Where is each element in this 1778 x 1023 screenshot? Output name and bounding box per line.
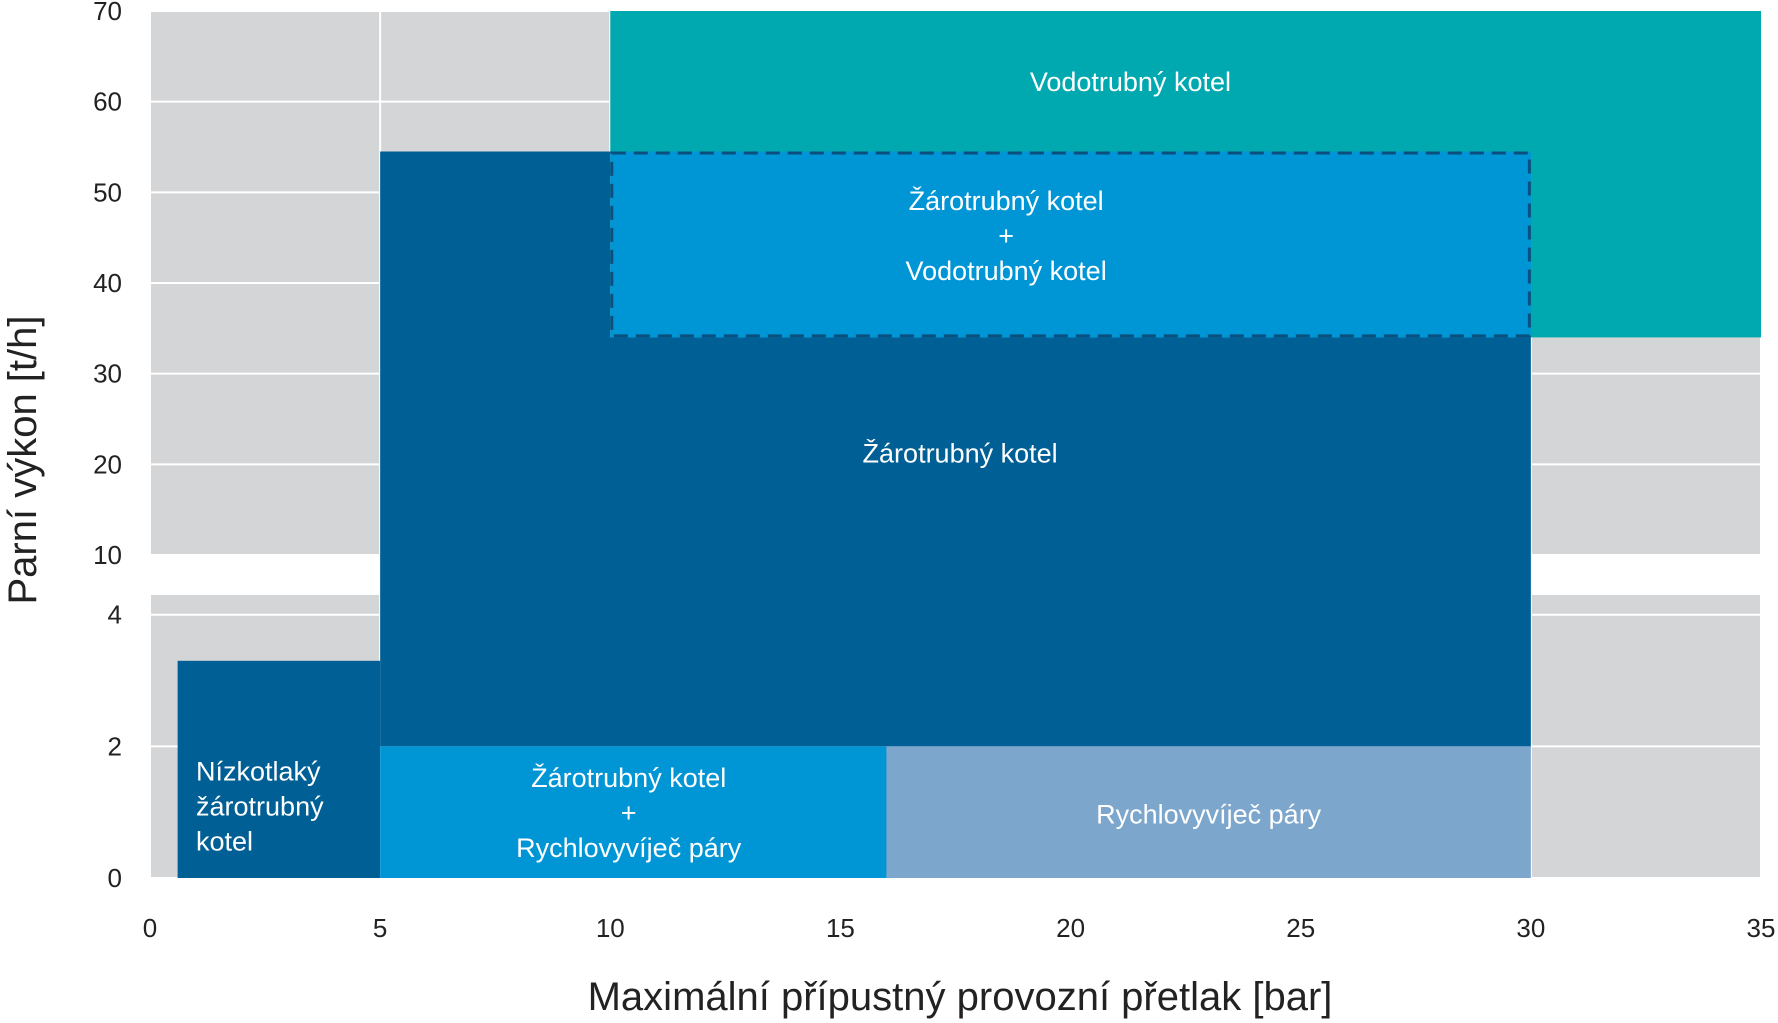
x-axis-title: Maximální přípustný provozní přetlak [ba… <box>588 975 1333 1019</box>
y-tick-label-20: 20 <box>93 449 122 479</box>
region-zaro-vodo <box>610 151 1531 338</box>
region-nizkotlaky <box>177 660 381 878</box>
y-tick-label-60: 60 <box>93 87 122 117</box>
x-tick-label-35: 35 <box>1747 913 1776 943</box>
y-tick-label-70: 70 <box>93 0 122 26</box>
region-label-zarotrubny-line-0: Žárotrubný kotel <box>863 438 1058 469</box>
y-tick-label-10: 10 <box>93 540 122 570</box>
region-label-zaro-vodo-line-1: + <box>998 221 1014 251</box>
x-tick-label-0: 0 <box>143 913 157 943</box>
y-tick-label-low-0: 0 <box>108 863 122 893</box>
region-label-nizkotlaky-line-0: Nízkotlaký <box>196 757 321 787</box>
y-tick-label-30: 30 <box>93 359 122 389</box>
y-tick-label-50: 50 <box>93 177 122 207</box>
y-tick-label-low-2: 2 <box>108 731 122 761</box>
region-labels: Vodotrubný kotel Žárotrubný kotel Nízkotla… <box>196 67 1322 863</box>
region-zarotrubny <box>380 151 1531 747</box>
y-axis-ticks: 10 20 30 40 50 60 70 0 2 4 <box>93 0 122 893</box>
y-tick-label-low-4: 4 <box>108 600 122 630</box>
x-tick-label-30: 30 <box>1516 913 1545 943</box>
region-label-zaro-rychlo-line-2: Rychlovyvíječ páry <box>516 833 742 863</box>
x-tick-label-10: 10 <box>596 913 625 943</box>
x-tick-label-15: 15 <box>826 913 855 943</box>
x-tick-label-20: 20 <box>1056 913 1085 943</box>
region-label-zaro-rychlo-line-1: + <box>621 798 637 828</box>
region-label-zaro-rychlo-line-0: Žárotrubný kotel <box>531 762 726 793</box>
region-label-nizkotlaky-line-2: kotel <box>196 827 253 857</box>
boiler-regions <box>177 11 1762 878</box>
region-label-zaro-vodo-line-2: Vodotrubný kotel <box>906 256 1107 286</box>
region-label-rychlovyvijec-line-0: Rychlovyvíječ páry <box>1096 800 1322 830</box>
region-zaro-rychlo <box>380 746 887 878</box>
x-axis-ticks: 0 5 10 15 20 25 30 35 <box>143 913 1776 943</box>
y-tick-label-40: 40 <box>93 268 122 298</box>
region-label-zaro-vodo-line-0: Žárotrubný kotel <box>909 185 1104 216</box>
region-label-nizkotlaky-line-1: žárotrubný <box>196 792 324 822</box>
region-rychlovyvijec <box>886 746 1531 878</box>
x-tick-label-25: 25 <box>1286 913 1315 943</box>
y-axis-title: Parní výkon [t/h] <box>1 315 45 604</box>
region-label-vodotrubny-line-0: Vodotrubný kotel <box>1030 67 1231 97</box>
x-tick-label-5: 5 <box>373 913 387 943</box>
